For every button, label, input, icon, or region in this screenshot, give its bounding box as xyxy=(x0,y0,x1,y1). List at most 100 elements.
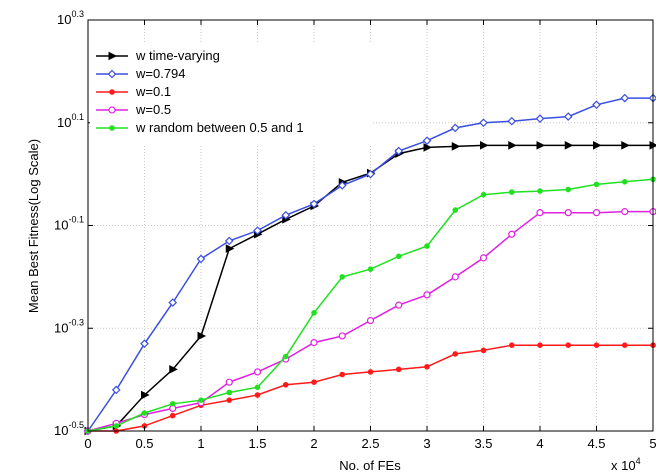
data-point xyxy=(508,230,516,238)
data-point xyxy=(107,69,117,79)
data-point xyxy=(338,332,346,340)
data-point xyxy=(537,342,543,349)
data-point xyxy=(536,209,544,217)
data-point xyxy=(508,141,517,150)
data-point xyxy=(564,141,574,150)
legend-label: w=0.1 xyxy=(135,84,171,99)
x-tick-label: 1.5 xyxy=(248,436,266,451)
x-tick-label: 5 xyxy=(649,436,656,451)
data-point xyxy=(479,118,488,128)
legend-item: w=0.5 xyxy=(96,102,171,117)
data-point xyxy=(108,51,118,61)
data-point xyxy=(226,397,233,403)
data-point xyxy=(225,244,235,253)
data-point xyxy=(452,207,459,213)
x-tick-label: 3 xyxy=(423,436,430,451)
y-tick-label: 100.1 xyxy=(57,112,84,130)
legend-item: w random between 0.5 and 1 xyxy=(96,120,304,135)
data-point xyxy=(563,112,573,121)
data-point xyxy=(108,106,116,114)
data-point xyxy=(480,347,487,354)
data-point xyxy=(225,378,233,386)
data-point xyxy=(282,353,289,360)
data-point xyxy=(169,412,176,419)
data-point xyxy=(621,208,629,216)
series-line xyxy=(87,97,653,432)
data-point xyxy=(224,236,234,246)
data-point xyxy=(564,209,572,217)
data-point xyxy=(113,423,120,429)
data-point xyxy=(254,392,261,398)
data-point xyxy=(479,254,488,262)
data-point xyxy=(309,199,319,209)
data-point xyxy=(565,342,572,349)
data-point xyxy=(339,274,346,280)
y-tick-label: 10-0.5 xyxy=(54,420,84,438)
data-point xyxy=(452,351,459,357)
legend-item: w=0.794 xyxy=(96,66,186,81)
legend-box xyxy=(90,42,372,145)
data-point xyxy=(366,169,375,179)
x-axis-label: No. of FEs xyxy=(339,458,401,473)
data-point xyxy=(140,339,149,349)
data-point xyxy=(593,141,602,150)
data-point xyxy=(451,142,461,151)
y-tick-label: 10-0.1 xyxy=(54,215,84,233)
data-point xyxy=(593,342,600,349)
data-point xyxy=(310,339,318,347)
data-point xyxy=(141,410,148,416)
x-tick-label: 4.5 xyxy=(587,436,605,451)
x-tick-label: 2.5 xyxy=(361,436,379,451)
data-point xyxy=(253,368,262,376)
data-point xyxy=(109,89,115,95)
data-point xyxy=(366,316,375,325)
data-point xyxy=(367,266,374,272)
x-tick-label: 0 xyxy=(84,436,91,451)
data-point xyxy=(395,253,402,260)
data-point xyxy=(367,369,374,375)
data-point xyxy=(394,146,404,156)
data-point xyxy=(424,363,430,370)
data-point xyxy=(593,181,600,188)
x-tick-label: 1 xyxy=(197,436,204,451)
data-point xyxy=(197,331,207,341)
data-point xyxy=(621,141,630,150)
data-point xyxy=(536,141,546,150)
data-point xyxy=(423,291,431,299)
data-point xyxy=(169,400,176,407)
data-point xyxy=(395,301,403,309)
data-point xyxy=(451,273,459,281)
x-tick-label: 2 xyxy=(310,436,317,451)
x-tick-label: 4 xyxy=(536,436,543,451)
data-point xyxy=(141,390,150,400)
data-point xyxy=(424,243,430,249)
x-tick-label: 0.5 xyxy=(135,436,153,451)
data-point xyxy=(111,385,121,395)
data-point xyxy=(198,397,204,403)
data-point xyxy=(226,389,233,396)
data-point xyxy=(168,298,178,307)
legend-item: w=0.1 xyxy=(96,84,171,99)
data-point xyxy=(480,141,489,150)
data-point xyxy=(480,191,487,198)
y-tick-label: 100.3 xyxy=(57,9,84,27)
y-axis-label: Mean Best Fitness(Log Scale) xyxy=(26,139,41,313)
legend-label: w=0.5 xyxy=(135,102,171,117)
data-point xyxy=(395,366,402,373)
legend-label: w random between 0.5 and 1 xyxy=(135,120,304,135)
series-4 xyxy=(85,176,656,434)
data-point xyxy=(337,181,347,190)
data-point xyxy=(621,342,628,349)
data-point xyxy=(507,116,517,126)
data-point xyxy=(339,371,346,378)
data-point xyxy=(109,125,115,131)
data-point xyxy=(196,254,206,264)
data-point xyxy=(253,226,262,235)
data-point xyxy=(592,209,601,217)
data-point xyxy=(620,93,630,103)
data-point xyxy=(450,123,460,133)
y-tick-label: 10-0.3 xyxy=(54,317,84,335)
data-point xyxy=(281,210,291,220)
data-point xyxy=(535,114,545,123)
